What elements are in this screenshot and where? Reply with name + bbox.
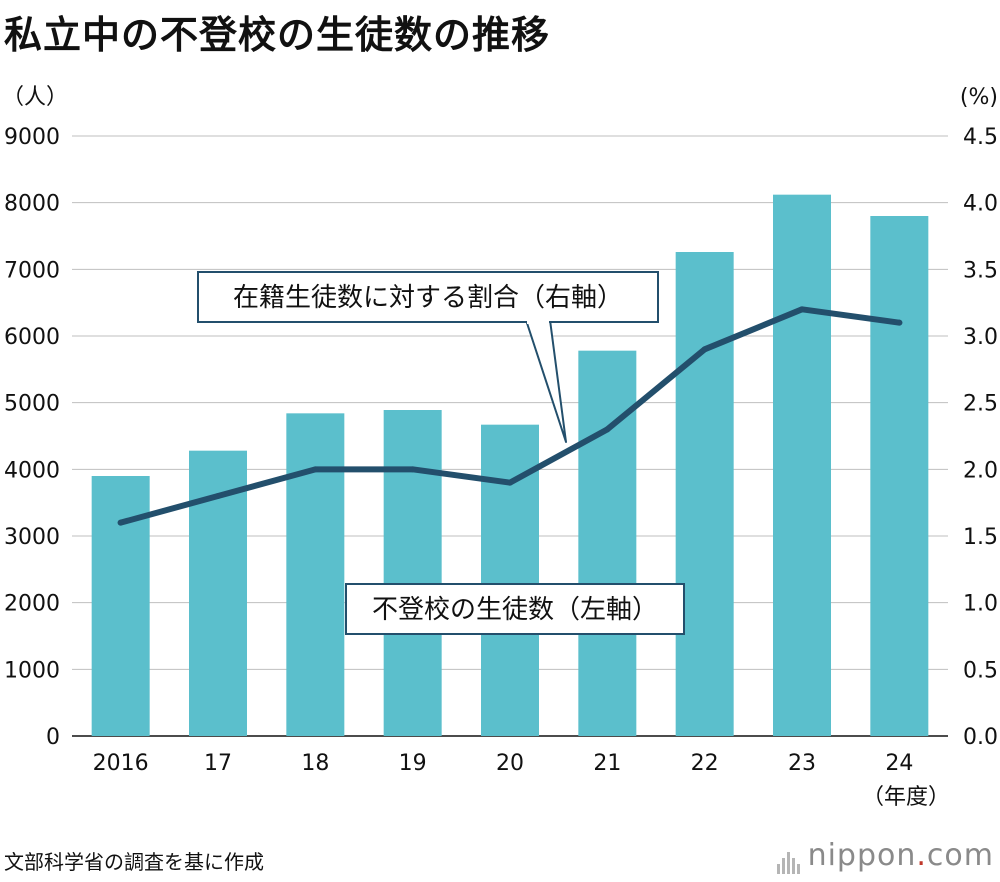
ratio-point-20 <box>507 479 513 486</box>
x-tick-label: 21 <box>593 751 621 776</box>
x-tick-label: 19 <box>399 751 427 776</box>
chart-title: 私立中の不登校の生徒数の推移 <box>4 13 551 57</box>
left-tick-label: 3000 <box>4 525 60 550</box>
ratio-point-22 <box>701 346 708 353</box>
left-tick-label: 6000 <box>4 325 60 350</box>
bar-series-callout: 不登校の生徒数（左軸） <box>345 583 685 635</box>
left-tick-label: 9000 <box>4 125 60 150</box>
left-tick-label: 7000 <box>4 258 60 283</box>
ratio-point-2016 <box>117 519 124 526</box>
right-tick-label: 0.0 <box>963 725 998 750</box>
bar-21 <box>578 350 637 736</box>
left-tick-label: 4000 <box>4 458 60 483</box>
bar-series-label: 不登校の生徒数（左軸） <box>372 595 658 625</box>
logo-name: nippon <box>807 838 917 873</box>
right-axis-unit: (%) <box>960 85 998 110</box>
logo-suffix: com <box>926 838 994 873</box>
right-tick-label: 0.5 <box>963 658 998 683</box>
left-axis-ticks: 0 1000 2000 3000 4000 5000 6000 7000 8000 9000 <box>4 125 60 750</box>
x-tick-label: 22 <box>691 751 719 776</box>
x-tick-label: 17 <box>204 751 232 776</box>
x-tick-label: 20 <box>496 751 524 776</box>
ratio-point-21 <box>604 426 611 433</box>
nippon-logo: nippon.com <box>776 838 994 874</box>
left-tick-label: 0 <box>46 725 60 750</box>
bar-23 <box>773 194 831 736</box>
left-tick-label: 2000 <box>4 592 60 617</box>
bar-24 <box>870 216 929 736</box>
logo-dot: . <box>916 838 927 873</box>
line-series-label: 在籍生徒数に対する割合（右軸） <box>233 283 623 313</box>
right-tick-label: 3.0 <box>963 325 998 350</box>
x-tick-label: 2016 <box>93 751 149 776</box>
right-tick-label: 4.5 <box>963 125 998 150</box>
logo-bars-icon <box>776 839 802 874</box>
x-tick-label: 23 <box>788 751 816 776</box>
right-tick-label: 1.5 <box>963 525 998 550</box>
right-tick-label: 1.0 <box>963 592 998 617</box>
right-tick-label: 3.5 <box>963 258 998 283</box>
ratio-point-24 <box>896 319 903 326</box>
bar-series <box>91 194 929 736</box>
source-note: 文部科学省の調査を基に作成 <box>4 850 264 874</box>
left-axis-unit: （人） <box>2 85 68 110</box>
line-series-callout: 在籍生徒数に対する割合（右軸） <box>197 271 659 443</box>
bar-19 <box>383 410 442 736</box>
x-axis-ticks: 2016 17 18 19 20 21 22 23 24 <box>93 751 914 776</box>
x-axis-unit: （年度） <box>862 785 950 810</box>
ratio-point-23 <box>799 306 805 313</box>
left-tick-label: 5000 <box>4 392 60 417</box>
x-tick-label: 24 <box>885 751 913 776</box>
right-tick-label: 2.0 <box>963 458 998 483</box>
x-tick-label: 18 <box>301 751 329 776</box>
bar-18 <box>286 413 345 736</box>
right-tick-label: 4.0 <box>963 192 998 217</box>
ratio-point-18 <box>312 466 319 473</box>
right-tick-label: 2.5 <box>963 392 998 417</box>
right-axis-ticks: 0.0 0.5 1.0 1.5 2.0 2.5 3.0 3.5 4.0 4.5 <box>963 125 998 750</box>
bar-22 <box>675 252 734 736</box>
ratio-point-19 <box>409 466 416 473</box>
bar-20 <box>481 424 539 736</box>
left-tick-label: 1000 <box>4 658 60 683</box>
line-series <box>117 306 903 526</box>
left-tick-label: 8000 <box>4 192 60 217</box>
ratio-point-17 <box>215 493 221 499</box>
